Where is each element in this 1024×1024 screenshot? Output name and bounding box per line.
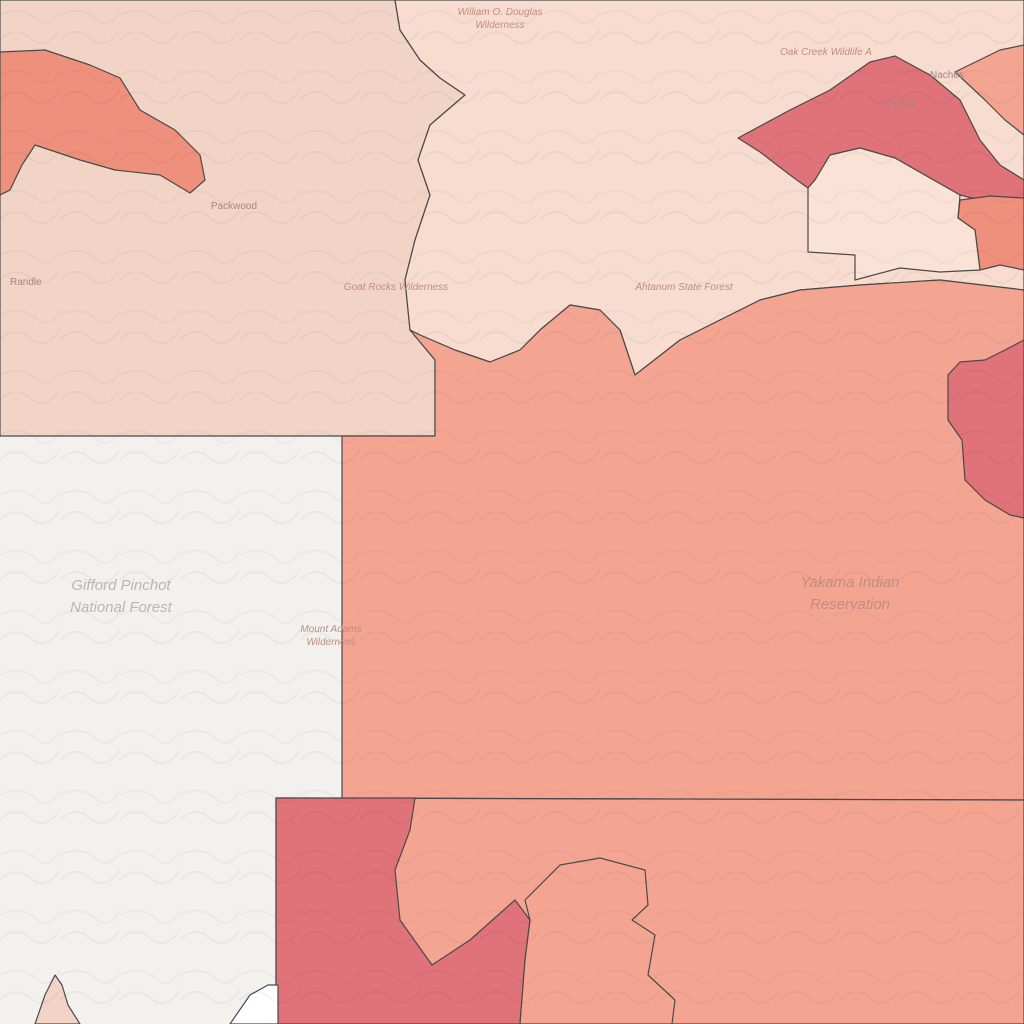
label-oak-creek: Oak Creek Wildlife A — [780, 47, 872, 58]
label-gifford-pinchot-2: National Forest — [70, 599, 173, 616]
label-mount-adams-1: Mount Adams — [300, 624, 361, 635]
label-douglas-2: Wilderness — [475, 20, 524, 31]
label-mount-adams-2: Wilderness — [306, 637, 355, 648]
label-douglas-1: William O. Douglas — [458, 7, 543, 18]
label-yakama-2: Reservation — [810, 596, 890, 613]
label-goat-rocks: Goat Rocks Wilderness — [344, 282, 448, 293]
label-packwood: Packwood — [211, 201, 257, 212]
label-tieton: Tieton — [886, 99, 913, 110]
label-ahtanum: Ahtanum State Forest — [634, 282, 733, 293]
label-naches-partial: Naches — [930, 70, 964, 81]
label-yakama-1: Yakama Indian — [801, 574, 900, 591]
label-gifford-pinchot-1: Gifford Pinchot — [71, 577, 171, 594]
label-randle: Randle — [10, 277, 42, 288]
